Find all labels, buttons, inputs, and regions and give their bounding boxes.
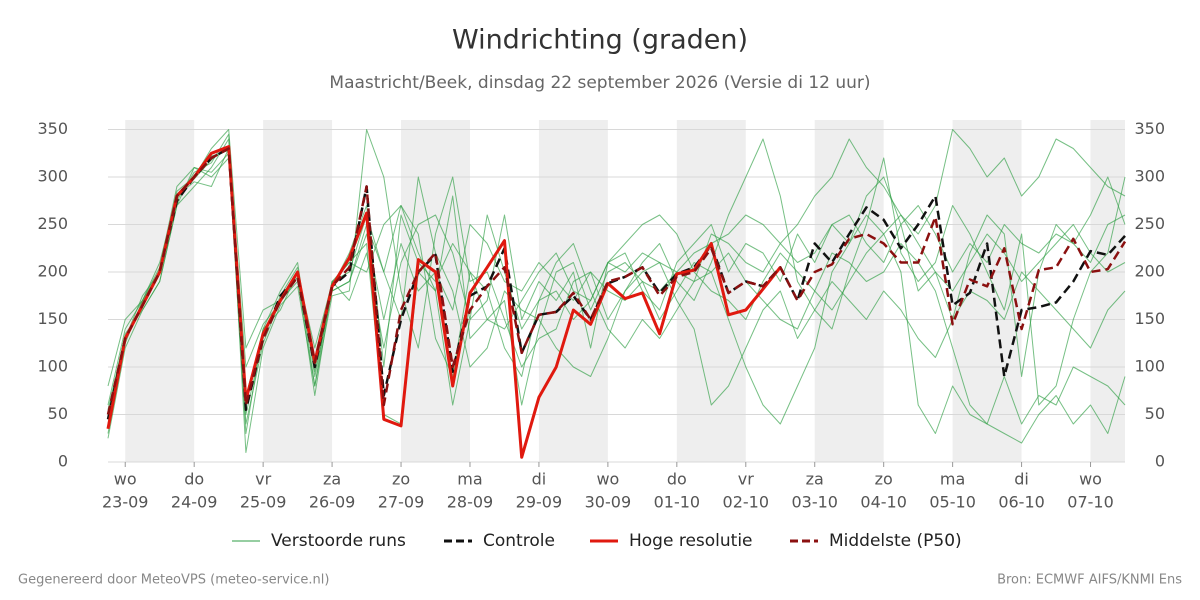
chart-subtitle: Maastricht/Beek, dinsdag 22 september 20… [329,73,870,93]
y-tick-label: 50 [48,404,68,423]
legend-label: Controle [483,531,555,551]
y-tick-label: 150 [37,309,68,328]
ensemble-line [107,157,1126,434]
x-tick-day: wo [1079,470,1102,489]
day-shade [1090,120,1125,462]
x-tick-day: di [1014,470,1029,489]
y2-tick-label: 100 [1134,357,1165,376]
day-shade [263,120,333,462]
x-tick-day: wo [114,470,137,489]
series-line [106,145,782,459]
y2-tick-label: 0 [1155,452,1165,471]
y-tick-label: 100 [37,357,68,376]
y2-tick-label: 300 [1134,167,1165,186]
x-tick-date: 26-09 [309,493,356,512]
day-shade [814,120,884,462]
x-tick-date: 07-10 [1067,493,1114,512]
x-tick-date: 01-10 [654,493,701,512]
legend-label: Hoge resolutie [629,531,753,551]
y-tick-label: 0 [58,452,68,471]
x-tick-day: zo [392,470,410,489]
y-tick-label: 200 [37,262,68,281]
x-tick-date: 25-09 [240,493,287,512]
ensemble-line [107,129,1126,453]
footer-right: Bron: ECMWF AIFS/KNMI Ens [997,573,1182,588]
x-tick-date: 27-09 [378,493,425,512]
footer-left: Gegenereerd door MeteoVPS (meteo-service… [18,573,329,588]
x-tick-day: do [184,470,204,489]
x-tick-day: ma [940,470,965,489]
y2-tick-label: 150 [1134,309,1165,328]
chart-title: Windrichting (graden) [452,25,748,56]
x-tick-day: za [806,470,824,489]
y2-tick-label: 50 [1145,404,1165,423]
x-tick-date: 24-09 [171,493,218,512]
y-tick-label: 350 [37,119,68,138]
x-tick-date: 02-10 [723,493,770,512]
x-tick-date: 04-10 [860,493,907,512]
x-tick-date: 06-10 [998,493,1045,512]
x-tick-day: vr [738,470,754,489]
x-tick-day: za [323,470,341,489]
y2-tick-label: 250 [1134,214,1165,233]
legend-label: Verstoorde runs [271,531,406,551]
y-tick-label: 250 [37,214,68,233]
day-shade [125,120,195,462]
x-tick-date: 29-09 [516,493,563,512]
x-tick-day: wo [596,470,619,489]
legend-label: Middelste (P50) [829,531,962,551]
y2-tick-label: 200 [1134,262,1165,281]
y2-tick-label: 350 [1134,119,1165,138]
x-tick-day: do [667,470,687,489]
x-tick-date: 23-09 [102,493,149,512]
x-tick-date: 05-10 [929,493,976,512]
x-tick-day: zo [875,470,893,489]
x-tick-date: 28-09 [447,493,494,512]
x-tick-day: ma [457,470,482,489]
x-tick-date: 30-09 [585,493,632,512]
series-line [106,147,1127,415]
y-tick-label: 300 [37,167,68,186]
x-tick-day: di [532,470,547,489]
x-tick-date: 03-10 [791,493,838,512]
x-tick-day: vr [255,470,271,489]
